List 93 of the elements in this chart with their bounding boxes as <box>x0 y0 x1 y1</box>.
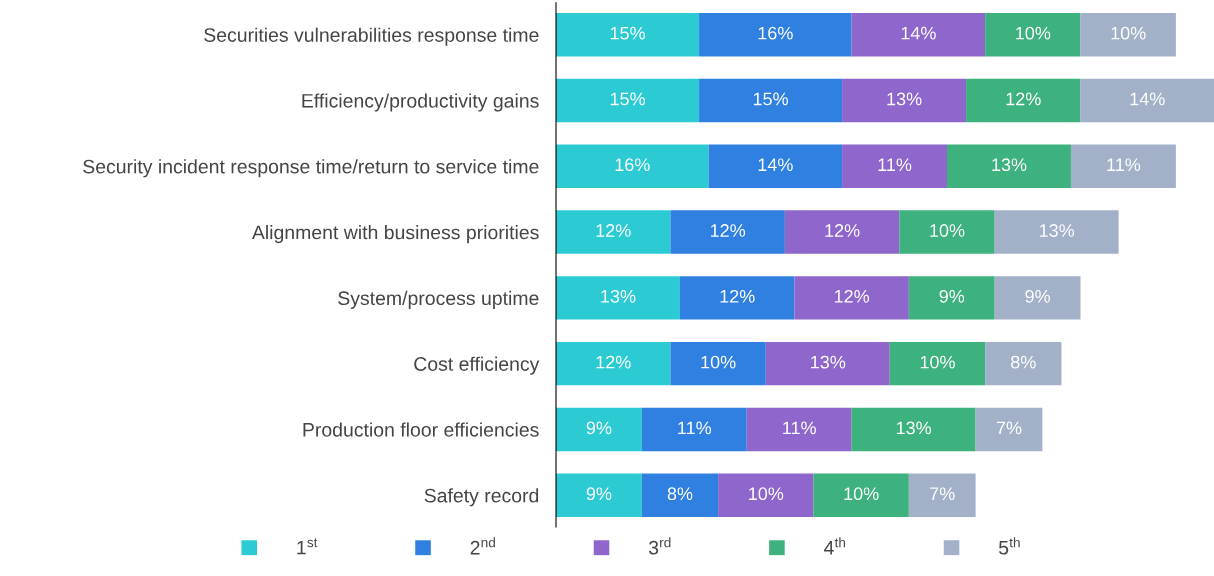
data-label: 9% <box>1025 289 1050 303</box>
bar <box>946 144 1071 188</box>
bar <box>746 407 852 452</box>
bar <box>899 210 995 254</box>
legend-label: 3$^{rd}$ <box>648 537 671 555</box>
legend-label: 4$^{th}$ <box>824 537 846 555</box>
bar <box>641 473 719 517</box>
data-label: 12% <box>596 224 631 237</box>
bar <box>813 473 909 517</box>
data-label: 13% <box>896 421 932 435</box>
data-label: 11% <box>678 421 712 435</box>
bar <box>994 276 1081 320</box>
bar <box>718 473 814 517</box>
bar <box>670 210 785 254</box>
y-tick-label: System/process uptime <box>338 290 539 309</box>
data-label: 15% <box>610 26 645 40</box>
bar <box>1070 144 1176 188</box>
data-label: 16% <box>615 158 650 172</box>
bar <box>708 144 843 188</box>
data-label: 8% <box>1011 355 1036 369</box>
bar <box>679 276 795 320</box>
bar <box>985 341 1062 386</box>
y-tick-label: Production floor efficiencies <box>303 422 539 437</box>
data-label: 10% <box>920 355 955 369</box>
data-label: 12% <box>834 289 870 303</box>
data-label: 13% <box>992 158 1027 172</box>
data-label: 9% <box>586 421 612 435</box>
data-label: 13% <box>601 289 636 303</box>
bar <box>994 210 1119 254</box>
data-label: 10% <box>930 224 965 237</box>
bar <box>699 78 843 123</box>
data-label: 12% <box>710 224 746 237</box>
y-tick-label: Security incident response time/return to service time <box>83 159 539 178</box>
data-label: 14% <box>1130 92 1165 106</box>
data-label: 11% <box>1107 158 1141 172</box>
data-label: 10% <box>749 487 784 501</box>
data-label: 13% <box>811 355 846 369</box>
bar <box>908 276 995 320</box>
bar <box>784 210 900 254</box>
data-label: 12% <box>825 224 860 237</box>
bar <box>985 12 1081 57</box>
bar <box>556 78 700 123</box>
data-label: 10% <box>701 355 736 369</box>
legend-label: 5$^{th}$ <box>998 537 1020 555</box>
bar <box>556 473 642 517</box>
bar <box>889 341 986 386</box>
data-label: 10% <box>1016 26 1051 40</box>
data-label: 12% <box>720 289 755 303</box>
y-tick-label: Cost efficiency <box>414 356 540 375</box>
data-label: 8% <box>667 487 693 501</box>
bar <box>908 473 976 517</box>
data-label: 10% <box>1111 26 1146 40</box>
bar <box>765 341 890 386</box>
bar <box>556 341 671 386</box>
data-label: 12% <box>1006 92 1041 106</box>
bar <box>794 276 909 320</box>
data-label: 14% <box>901 26 936 40</box>
bar <box>851 12 986 57</box>
bar <box>556 210 671 254</box>
bar <box>641 407 747 452</box>
data-label: 12% <box>596 355 631 369</box>
bar <box>975 407 1043 452</box>
data-label: 9% <box>586 487 612 501</box>
bar <box>842 78 967 123</box>
legend-label: 2$^{nd}$ <box>470 537 495 555</box>
data-label: 9% <box>939 289 965 303</box>
bar <box>1080 78 1214 123</box>
y-tick-label: Efficiency/productivity gains <box>302 93 539 112</box>
data-label: 13% <box>1039 224 1075 237</box>
y-tick-label: Safety record <box>424 488 539 507</box>
data-label: 10% <box>844 487 879 501</box>
bar <box>556 144 709 188</box>
data-label: 11% <box>783 421 816 435</box>
y-tick-label: Securities vulnerabilities response time <box>204 27 539 46</box>
bar <box>670 341 766 386</box>
data-label: 14% <box>758 158 793 172</box>
bar <box>842 144 947 188</box>
data-label: 15% <box>753 92 788 106</box>
bar <box>556 12 700 57</box>
data-label: 11% <box>878 158 912 172</box>
data-label: 16% <box>758 26 793 40</box>
bar <box>556 407 642 452</box>
legend-label: 1$^{st}$ <box>297 538 318 555</box>
bar <box>556 276 680 320</box>
data-label: 7% <box>996 421 1022 435</box>
bar <box>851 407 976 452</box>
bar <box>966 78 1081 123</box>
data-label: 13% <box>887 92 922 106</box>
data-label: 15% <box>610 92 645 106</box>
bar <box>699 12 852 57</box>
bar <box>1080 12 1176 57</box>
data-label: 7% <box>930 487 955 501</box>
y-tick-label: Alignment with business priorities <box>251 225 539 244</box>
